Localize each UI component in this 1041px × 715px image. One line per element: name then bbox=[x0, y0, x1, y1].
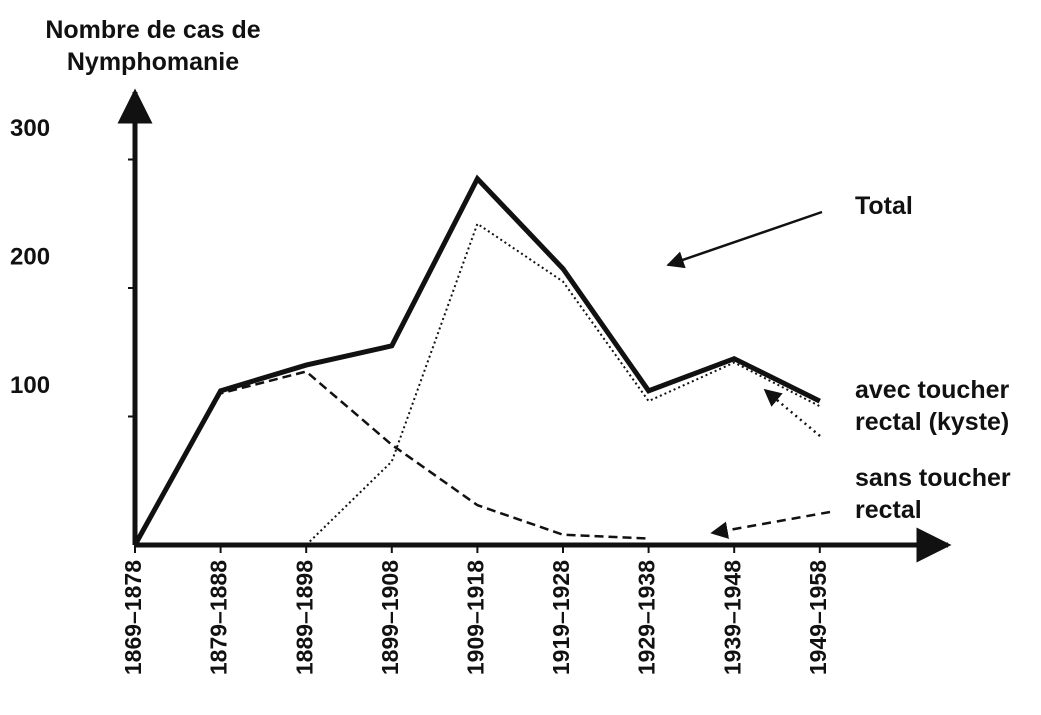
x-tick-label: 1869–1878 bbox=[120, 560, 146, 675]
y-tick-label: 200 bbox=[10, 243, 50, 270]
x-tick-label: 1919–1928 bbox=[548, 560, 574, 675]
series-line bbox=[133, 370, 649, 546]
series-line bbox=[305, 222, 821, 546]
sans-pointer bbox=[710, 510, 831, 539]
x-tick-label: 1949–1958 bbox=[805, 560, 831, 675]
series-label: Total bbox=[855, 192, 913, 220]
x-tick-label: 1889–1898 bbox=[291, 560, 317, 675]
y-axis-label: Nombre de cas de Nymphomanie bbox=[45, 16, 261, 76]
series-label: avec toucher rectal (kyste) bbox=[855, 376, 1010, 436]
x-tick-label: 1909–1918 bbox=[462, 560, 488, 675]
x-tick-label: 1929–1938 bbox=[634, 560, 660, 675]
y-tick-label: 100 bbox=[10, 372, 50, 399]
x-tick-label: 1939–1948 bbox=[719, 560, 745, 675]
series-label: sans toucher rectal bbox=[855, 464, 1011, 524]
y-tick-label: 300 bbox=[10, 115, 50, 142]
total-pointer bbox=[666, 210, 823, 269]
series-line bbox=[132, 174, 821, 547]
x-tick-label: 1879–1888 bbox=[206, 560, 232, 675]
x-tick-label: 1899–1908 bbox=[377, 560, 403, 675]
